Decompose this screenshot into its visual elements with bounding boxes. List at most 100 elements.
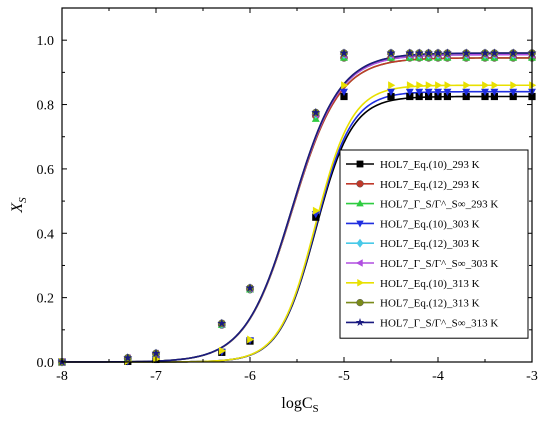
data-point [416, 81, 424, 90]
legend-marker [356, 238, 364, 248]
data-point [491, 81, 499, 90]
data-point [443, 92, 451, 101]
y-tick-label: 0.8 [37, 99, 55, 114]
data-point [490, 92, 498, 101]
data-point [481, 92, 489, 101]
legend-label: HOL7_Eq.(10)_293 K [380, 159, 480, 171]
data-point [153, 355, 161, 364]
y-tick-label: 0.0 [37, 356, 55, 371]
data-point [462, 92, 470, 101]
x-tick-label: -4 [432, 369, 444, 384]
data-point [509, 92, 517, 101]
legend-item: HOL7_Γ_S/Γ^_S∞_303 K [346, 258, 498, 270]
legend-marker [356, 160, 364, 168]
x-tick-label: -5 [338, 369, 350, 384]
legend-box [339, 149, 529, 339]
legend-item: HOL7_Eq.(12)_293 K [346, 179, 480, 191]
data-point [482, 81, 490, 90]
x-tick-label: -8 [56, 369, 68, 384]
data-point [434, 92, 442, 101]
data-point [434, 88, 442, 96]
y-tick-label: 0.6 [37, 163, 55, 178]
data-point [415, 88, 424, 96]
legend-marker [356, 298, 364, 307]
data-point [405, 88, 414, 96]
y-tick-label: 0.4 [37, 227, 55, 242]
data-points [57, 48, 537, 367]
legend-marker [356, 180, 364, 188]
y-axis-title: XS [9, 197, 29, 214]
data-point [414, 48, 424, 57]
data-point [433, 48, 443, 57]
data-point [442, 48, 452, 57]
data-point [406, 92, 414, 101]
data-point [425, 81, 433, 90]
legend-marker [356, 220, 364, 228]
legend-item: HOL7_Eq.(10)_313 K [346, 278, 480, 290]
data-point [415, 92, 423, 101]
data-point [123, 353, 133, 362]
data-point [151, 348, 161, 358]
y-tick-label: 1.0 [37, 34, 55, 49]
data-point [462, 88, 471, 96]
y-tick-label: 0.2 [37, 292, 55, 307]
data-point [509, 88, 518, 96]
data-point [247, 335, 255, 344]
data-point [489, 48, 499, 57]
legend-label: HOL7_Γ_S/Γ^_S∞_303 K [380, 258, 498, 270]
data-point [341, 81, 349, 90]
data-point [405, 48, 415, 57]
data-point [406, 81, 415, 90]
data-point [490, 88, 499, 96]
x-axis-title-subscript: S [313, 403, 319, 415]
y-axis-title-subscript: S [17, 197, 29, 203]
data-point [312, 206, 321, 215]
legend-label: HOL7_Eq.(10)_303 K [380, 218, 480, 230]
data-point [218, 346, 227, 355]
legend-label: HOL7_Eq.(10)_313 K [380, 278, 480, 290]
legend-marker [355, 259, 363, 267]
legend-label: HOL7_Eq.(12)_303 K [380, 238, 480, 250]
data-point [480, 48, 490, 57]
x-tick-label: -3 [526, 369, 538, 384]
data-point [245, 283, 255, 292]
data-point [311, 107, 321, 117]
legend-label: HOL7_Γ_S/Γ^_S∞_313 K [380, 317, 498, 329]
x-tick-label: -7 [150, 369, 162, 384]
data-point [340, 88, 348, 96]
data-point [508, 48, 518, 57]
legend-label: HOL7_Γ_S/Γ^_S∞_293 K [380, 199, 498, 211]
legend-marker [357, 279, 365, 287]
data-point [461, 48, 471, 57]
legend-marker [355, 317, 365, 326]
legend-label: HOL7_Eq.(12)_293 K [380, 179, 480, 191]
data-point [424, 88, 433, 96]
legend-label: HOL7_Eq.(12)_313 K [380, 298, 480, 310]
legend-item: HOL7_Γ_S/Γ^_S∞_313 K [346, 317, 498, 329]
x-axis-title: logCS [281, 395, 318, 415]
data-point [463, 81, 471, 90]
data-point [529, 81, 537, 90]
data-point [444, 81, 452, 90]
legend-item: HOL7_Γ_S/Γ^_S∞_293 K [346, 199, 498, 211]
legend-item: HOL7_Eq.(12)_303 K [346, 238, 480, 250]
data-point [387, 92, 395, 101]
data-point [443, 88, 452, 96]
legend-marker [356, 199, 364, 207]
data-point [339, 48, 349, 57]
x-tick-label: -6 [244, 369, 256, 384]
legend-item: HOL7_Eq.(10)_293 K [346, 159, 480, 171]
data-point [386, 48, 396, 57]
data-point [481, 88, 489, 96]
ticks: -8 -7 -6 -5 -4 -3 0.0 0.2 0.4 0.6 0.8 1.0 [37, 7, 538, 384]
data-point [388, 81, 396, 90]
data-point [424, 48, 434, 57]
data-point [510, 81, 518, 90]
legend-item: HOL7_Eq.(10)_303 K [346, 218, 480, 230]
data-point [435, 81, 443, 90]
data-point [425, 92, 433, 101]
data-point [340, 92, 348, 101]
legend: HOL7_Eq.(10)_293 K HOL7_Eq.(12)_293 K HOL7… [339, 149, 529, 339]
data-point [387, 88, 395, 96]
